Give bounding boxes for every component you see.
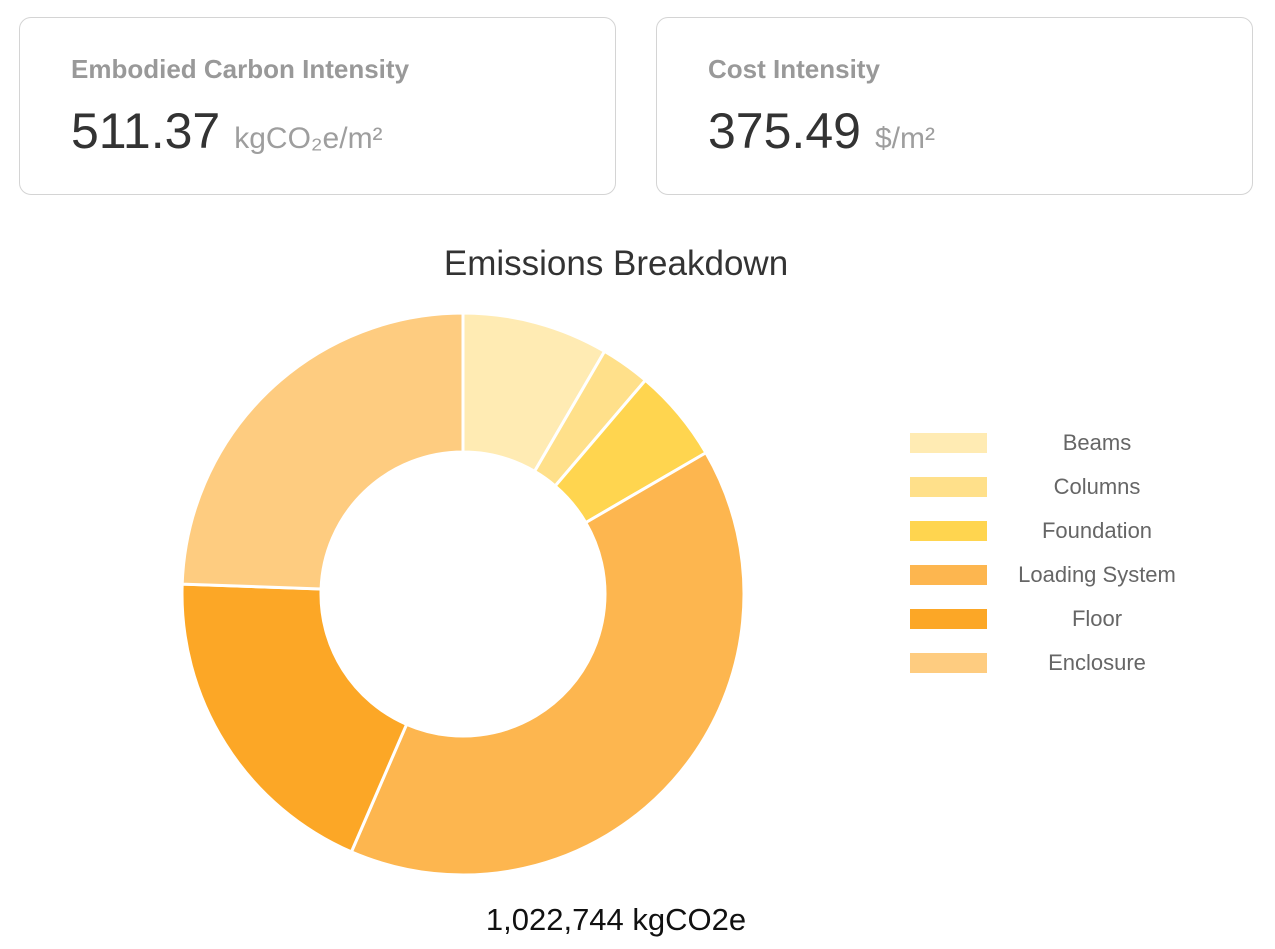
total-emissions: 1,022,744 kgCO2e [485,902,747,937]
legend-item-loading-system[interactable]: Loading System [910,562,1190,606]
cost-intensity-unit: $/m² [874,122,935,155]
cost-intensity-card: Cost Intensity 375.49 $/m² [656,17,1253,195]
slice-enclosure[interactable] [180,311,465,591]
slice-loading-system[interactable] [349,450,746,877]
legend-item-floor[interactable]: Floor [910,606,1190,650]
legend-swatch [910,653,987,673]
legend-swatch [910,521,987,541]
slice-floor[interactable] [180,582,409,854]
legend-item-foundation[interactable]: Foundation [910,518,1190,562]
legend-item-beams[interactable]: Beams [910,430,1190,474]
cost-intensity-label: Cost Intensity [708,54,880,84]
legend-label: Enclosure [1048,650,1146,675]
legend-swatch [910,477,987,497]
legend-swatch [910,565,987,585]
chart-title: Emissions Breakdown [443,244,789,283]
legend-swatch [910,609,987,629]
legend-label: Loading System [1018,562,1176,587]
chart-legend: Beams Columns Foundation Loading System Floo… [910,430,1190,694]
legend-label: Foundation [1041,518,1153,543]
carbon-intensity-value-row: 511.37 kgCO₂e/m² [71,102,383,160]
emissions-donut-chart [180,311,746,877]
legend-label: Beams [1062,430,1132,455]
legend-swatch [910,433,987,453]
carbon-intensity-unit: kgCO₂e/m² [234,122,383,155]
carbon-intensity-card: Embodied Carbon Intensity 511.37 kgCO₂e/m… [19,17,616,195]
legend-label: Floor [1071,606,1123,631]
cost-intensity-value: 375.49 [708,103,861,159]
legend-item-columns[interactable]: Columns [910,474,1190,518]
legend-label: Columns [1053,474,1141,499]
carbon-intensity-value: 511.37 [71,103,221,159]
carbon-intensity-label: Embodied Carbon Intensity [71,54,410,84]
legend-item-enclosure[interactable]: Enclosure [910,650,1190,694]
cost-intensity-value-row: 375.49 $/m² [708,102,935,160]
